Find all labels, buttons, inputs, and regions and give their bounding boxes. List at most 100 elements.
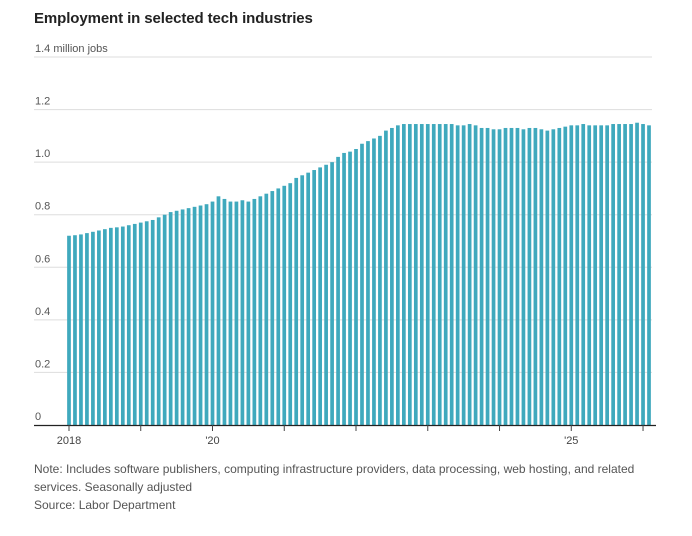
y-tick-label: 0 xyxy=(35,411,41,423)
x-tick-label: 2018 xyxy=(57,435,81,447)
bar xyxy=(449,124,454,426)
bar xyxy=(533,127,538,425)
bar xyxy=(587,125,592,425)
chart-note: Note: Includes software publishers, comp… xyxy=(34,462,635,494)
bar xyxy=(150,219,155,425)
bar xyxy=(120,226,125,425)
bar xyxy=(138,222,143,425)
bar xyxy=(103,229,107,425)
y-tick-label: 0.8 xyxy=(35,201,50,213)
bar xyxy=(204,204,209,425)
bar xyxy=(198,205,203,425)
y-tick-label: 0.6 xyxy=(35,253,50,265)
bar xyxy=(407,124,412,426)
bar xyxy=(467,124,472,426)
chart-footer: Note: Includes software publishers, comp… xyxy=(34,460,674,514)
bar xyxy=(647,125,651,425)
bar xyxy=(431,124,436,426)
bar xyxy=(180,209,185,425)
bar xyxy=(401,124,406,426)
bar xyxy=(294,177,299,425)
bar xyxy=(545,130,550,425)
bar xyxy=(156,217,161,425)
bar xyxy=(378,135,382,425)
bar xyxy=(97,230,101,425)
bar xyxy=(144,221,149,425)
bar xyxy=(497,129,502,426)
bar xyxy=(330,162,334,425)
bar xyxy=(162,214,167,425)
bar xyxy=(246,201,251,425)
bar xyxy=(575,125,580,425)
bar xyxy=(258,196,263,425)
bar xyxy=(168,212,173,425)
bar xyxy=(234,201,239,425)
bar xyxy=(527,127,532,425)
bar xyxy=(288,183,293,425)
bar xyxy=(569,125,574,425)
bar xyxy=(276,188,281,425)
bar xyxy=(563,126,568,426)
bar xyxy=(91,231,95,425)
bar xyxy=(216,196,221,425)
bar xyxy=(605,125,610,425)
axes: 2018 '20 '25 xyxy=(34,424,656,447)
bar xyxy=(132,223,137,425)
chart-plot: 1.4 million jobs 1.2 1.0 0.8 0.6 0.4 0.2 0 2018… xyxy=(34,43,656,447)
bar xyxy=(252,198,257,425)
y-unit-label: 1.4 million jobs xyxy=(35,43,108,55)
bar xyxy=(312,170,317,425)
bar xyxy=(551,129,556,426)
bar xyxy=(174,210,179,425)
y-tick-label: 0.2 xyxy=(35,358,50,370)
bar xyxy=(617,124,621,426)
bar xyxy=(336,156,340,425)
bar xyxy=(623,124,627,426)
bar xyxy=(503,127,508,425)
bar xyxy=(348,151,352,425)
bar xyxy=(509,127,514,425)
bar xyxy=(306,172,311,425)
bar xyxy=(366,141,370,425)
bar xyxy=(354,149,358,425)
bar xyxy=(324,164,328,425)
bar xyxy=(396,125,400,425)
bar xyxy=(539,129,544,426)
bar xyxy=(461,125,466,425)
bar xyxy=(390,127,394,425)
bar-series xyxy=(67,122,651,426)
bar xyxy=(282,185,287,425)
bar xyxy=(186,208,191,425)
bar xyxy=(114,227,119,425)
bar xyxy=(419,124,424,426)
x-tick-label: '20 xyxy=(205,435,219,447)
bar xyxy=(318,167,322,425)
bar xyxy=(384,130,388,425)
bar xyxy=(443,124,448,426)
bar xyxy=(599,125,604,425)
bar xyxy=(240,200,245,425)
chart-title: Employment in selected tech industries xyxy=(34,10,313,27)
y-tick-label: 1.2 xyxy=(35,96,50,108)
chart-source: Source: Labor Department xyxy=(34,498,176,512)
bar xyxy=(629,124,633,426)
bar xyxy=(425,124,430,426)
y-tick-label: 0.4 xyxy=(35,306,50,318)
bar xyxy=(593,125,598,425)
bar xyxy=(521,129,526,426)
bar xyxy=(300,175,305,425)
bar xyxy=(479,127,484,425)
bar xyxy=(210,201,215,425)
bar xyxy=(222,198,227,425)
bar xyxy=(73,235,77,425)
bar xyxy=(581,124,586,426)
y-tick-label: 1.0 xyxy=(35,148,50,160)
bar xyxy=(491,129,496,426)
bar xyxy=(264,193,269,425)
bar xyxy=(413,124,418,426)
bar xyxy=(67,235,71,425)
bar xyxy=(515,127,520,425)
x-tick-label: '25 xyxy=(564,435,578,447)
bar xyxy=(85,233,89,425)
bar xyxy=(437,124,442,426)
